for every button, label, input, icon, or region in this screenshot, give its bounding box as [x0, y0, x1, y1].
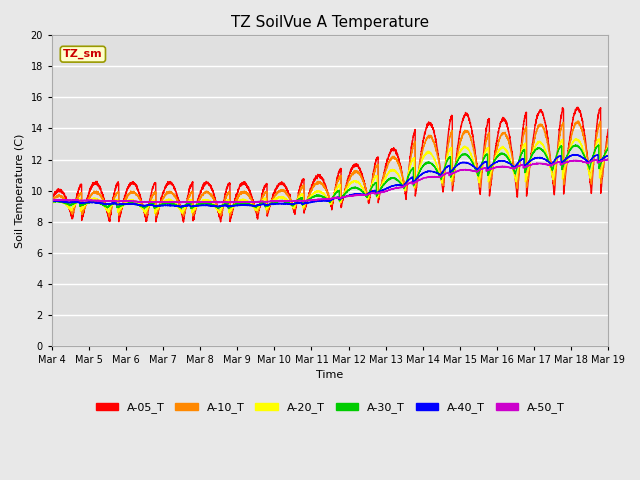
- Line: A-30_T: A-30_T: [52, 145, 608, 209]
- A-20_T: [48, 200, 56, 206]
- A-20_T: [310, 191, 317, 196]
- A-40_T: [148, 202, 156, 208]
- A-50_T: [48, 197, 56, 203]
- A-20_T: [424, 150, 432, 156]
- A-40_T: [310, 199, 317, 205]
- A-50_T: [486, 166, 494, 172]
- A-50_T: [424, 174, 432, 180]
- A-30_T: [424, 160, 432, 166]
- A-05_T: [424, 121, 432, 127]
- A-10_T: [310, 184, 317, 190]
- A-30_T: [604, 145, 612, 151]
- A-30_T: [486, 167, 494, 172]
- A-30_T: [225, 206, 232, 212]
- A-40_T: [455, 161, 463, 167]
- Line: A-50_T: A-50_T: [52, 159, 608, 203]
- A-40_T: [570, 152, 577, 157]
- A-50_T: [604, 156, 612, 162]
- Legend: A-05_T, A-10_T, A-20_T, A-30_T, A-40_T, A-50_T: A-05_T, A-10_T, A-20_T, A-30_T, A-40_T, …: [91, 398, 569, 418]
- A-40_T: [424, 168, 432, 174]
- A-30_T: [455, 156, 463, 161]
- A-50_T: [310, 198, 317, 204]
- A-40_T: [604, 153, 611, 159]
- X-axis label: Time: Time: [316, 371, 344, 380]
- A-40_T: [48, 198, 56, 204]
- A-10_T: [106, 214, 113, 220]
- A-10_T: [148, 193, 156, 199]
- A-50_T: [455, 168, 463, 173]
- Title: TZ SoilVue A Temperature: TZ SoilVue A Temperature: [231, 15, 429, 30]
- A-10_T: [604, 136, 612, 142]
- A-20_T: [148, 199, 156, 205]
- Line: A-20_T: A-20_T: [52, 139, 608, 214]
- A-40_T: [604, 153, 612, 158]
- A-05_T: [180, 219, 188, 225]
- A-50_T: [604, 157, 611, 163]
- A-05_T: [573, 105, 581, 110]
- A-05_T: [310, 179, 317, 185]
- Line: A-40_T: A-40_T: [52, 155, 608, 207]
- A-10_T: [455, 146, 463, 152]
- Text: TZ_sm: TZ_sm: [63, 49, 102, 60]
- A-30_T: [604, 146, 611, 152]
- A-20_T: [455, 153, 463, 158]
- A-30_T: [48, 199, 56, 204]
- Line: A-10_T: A-10_T: [52, 121, 608, 217]
- A-10_T: [48, 198, 56, 204]
- A-05_T: [604, 127, 612, 132]
- A-30_T: [310, 194, 317, 200]
- A-10_T: [486, 180, 494, 185]
- A-05_T: [455, 136, 463, 142]
- A-50_T: [148, 199, 156, 204]
- A-05_T: [604, 131, 611, 137]
- A-10_T: [574, 118, 582, 124]
- A-30_T: [148, 201, 156, 206]
- A-10_T: [424, 133, 432, 139]
- A-50_T: [177, 200, 185, 205]
- A-20_T: [604, 145, 611, 151]
- A-20_T: [572, 136, 579, 142]
- A-05_T: [48, 194, 56, 200]
- A-10_T: [604, 138, 611, 144]
- A-20_T: [486, 172, 494, 178]
- Y-axis label: Soil Temperature (C): Soil Temperature (C): [15, 133, 25, 248]
- Line: A-05_T: A-05_T: [52, 108, 608, 222]
- A-20_T: [151, 211, 159, 216]
- A-30_T: [595, 142, 602, 148]
- A-40_T: [486, 163, 494, 169]
- A-40_T: [177, 204, 185, 210]
- A-05_T: [148, 188, 156, 193]
- A-05_T: [486, 186, 494, 192]
- A-20_T: [604, 143, 612, 149]
